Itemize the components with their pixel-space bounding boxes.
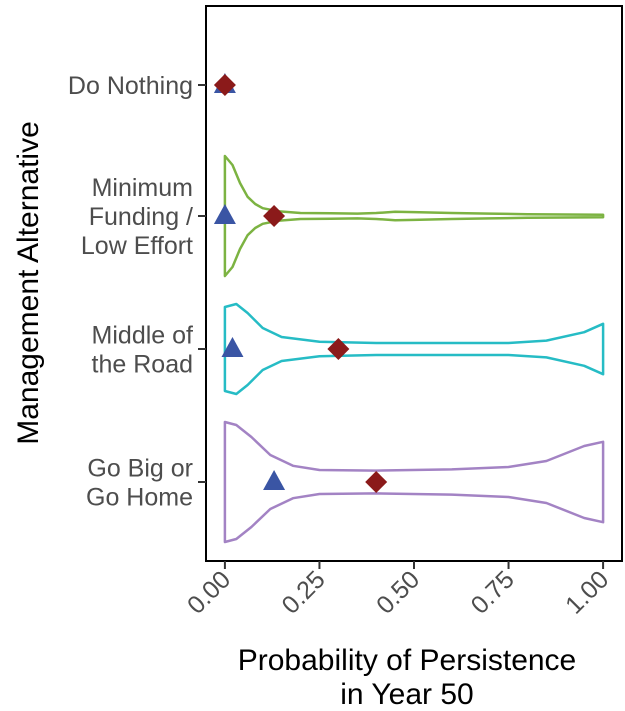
y-tick-label-do-nothing: Do Nothing: [68, 72, 193, 100]
mean-marker-middle-of-the-road: [327, 338, 350, 360]
x-axis-title: Probability of Persistence in Year 50: [238, 644, 577, 711]
x-tick-label: 0.50: [371, 565, 425, 619]
x-axis: 0.00 0.25 0.50 0.75 1.00: [182, 561, 614, 620]
y-tick-label-middle-of-the-road: Middle of: [92, 322, 193, 350]
median-marker-go-big-or-go-home: [263, 470, 286, 490]
mean-marker-do-nothing: [213, 74, 236, 96]
violin-middle-of-the-road: [223, 302, 605, 396]
plot-panel-border: [205, 5, 623, 562]
y-tick-label-minimum-funding-low-effort: Low Effort: [81, 232, 193, 260]
mean-marker-go-big-or-go-home: [365, 471, 388, 493]
x-axis-title-line: Probability of Persistence: [238, 644, 577, 677]
marker-layer: [213, 73, 388, 493]
x-tick-label: 0.00: [182, 565, 236, 619]
y-tick-label-middle-of-the-road: the Road: [92, 351, 193, 379]
y-tick-label-go-big-or-go-home: Go Big or: [87, 455, 193, 483]
violin-go-big-or-go-home: [223, 420, 605, 544]
y-tick-label-minimum-funding-low-effort: Funding /: [89, 203, 193, 231]
y-tick-label-minimum-funding-low-effort: Minimum: [92, 174, 193, 202]
x-tick-label: 0.25: [276, 565, 330, 619]
mean-marker-minimum-funding-low-effort: [263, 205, 286, 227]
x-axis-title-line: in Year 50: [340, 678, 473, 711]
y-axis-title: Management Alternative: [12, 121, 45, 445]
median-marker-minimum-funding-low-effort: [213, 204, 236, 224]
x-tick-label: 0.75: [466, 565, 520, 619]
median-marker-middle-of-the-road: [221, 337, 244, 357]
x-tick-label: 1.00: [560, 565, 614, 619]
y-tick-label-go-big-or-go-home: Go Home: [86, 484, 193, 512]
